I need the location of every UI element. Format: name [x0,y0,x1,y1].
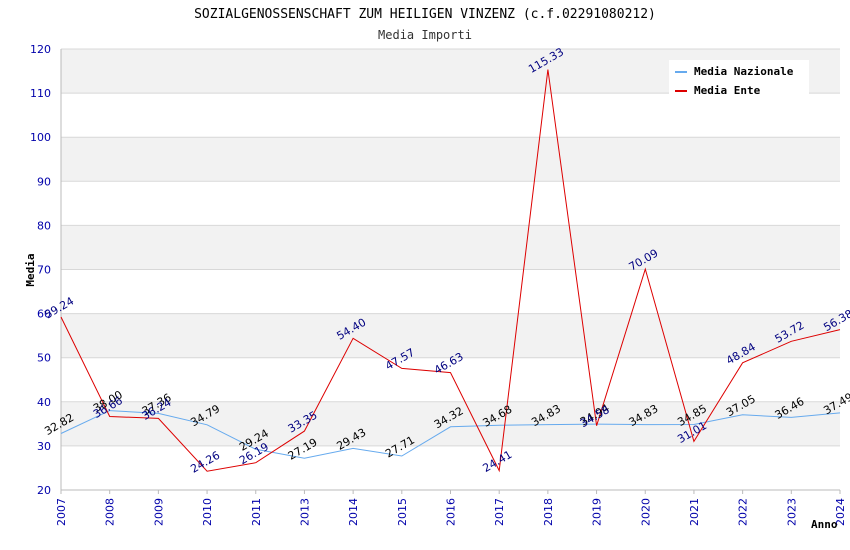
grid-band [61,401,840,446]
y-axis-label: Media [24,253,37,286]
x-tick-label: 2011 [250,498,263,526]
y-tick-label: 100 [30,131,51,144]
legend: Media Nazionale Media Ente [669,60,809,98]
chart-subtitle: Media Importi [378,28,472,42]
grid-band [61,93,840,138]
grid-band [61,181,840,226]
x-axis-ticks: 2007 2008 2009 2010 2011 2013 2014 2015 2016 2017… [55,490,847,526]
y-tick-label: 30 [37,440,51,453]
x-tick-label: 2010 [201,498,214,526]
grid-band [61,137,840,182]
legend-label-nazionale: Media Nazionale [694,65,794,78]
x-tick-label: 2020 [639,498,652,526]
y-tick-label: 120 [30,43,51,56]
x-tick-label: 2013 [298,498,311,526]
x-axis-label: Anno [811,518,838,531]
x-tick-label: 2023 [785,498,798,526]
x-tick-label: 2021 [688,498,701,526]
x-tick-label: 2017 [493,498,506,526]
series-line-ente [60,69,841,473]
y-tick-label: 80 [37,219,51,232]
y-tick-label: 20 [37,484,51,497]
grid-band [61,225,840,270]
x-tick-label: 2018 [542,498,555,526]
x-tick-label: 2009 [152,498,165,526]
x-tick-label: 2022 [737,498,750,526]
y-tick-label: 70 [37,264,51,277]
grid-band [61,445,840,490]
x-tick-label: 2024 [834,498,847,526]
x-tick-label: 2014 [347,498,360,526]
chart-title: SOZIALGENOSSENSCHAFT ZUM HEILIGEN VINZEN… [194,7,656,22]
legend-box [669,60,809,98]
legend-label-ente: Media Ente [694,84,761,97]
x-tick-label: 2016 [445,498,458,526]
grid-band [61,313,840,358]
grid-bands [61,49,840,490]
series-line-nazionale [60,410,841,459]
x-tick-label: 2008 [104,498,117,526]
y-tick-label: 60 [37,308,51,321]
x-tick-label: 2019 [591,498,604,526]
y-tick-label: 40 [37,396,51,409]
y-tick-label: 90 [37,175,51,188]
y-tick-label: 50 [37,352,51,365]
series-lines [60,69,841,473]
x-tick-label: 2007 [55,498,68,526]
grid-band [61,357,840,402]
x-tick-label: 2015 [396,498,409,526]
y-axis-ticks: 20 30 40 50 60 70 80 90 100 110 120 [30,43,51,497]
y-tick-label: 110 [30,87,51,100]
grid-band [61,269,840,314]
